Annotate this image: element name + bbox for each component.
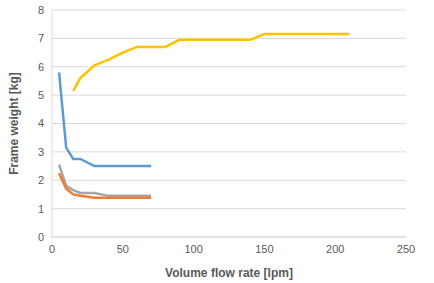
svg-text:4: 4 (38, 117, 44, 129)
svg-text:Volume flow rate [lpm]: Volume flow rate [lpm] (165, 266, 293, 280)
svg-text:2: 2 (38, 174, 44, 186)
svg-text:250: 250 (397, 243, 415, 255)
svg-text:0: 0 (49, 243, 55, 255)
svg-text:Frame weight [kg]: Frame weight [kg] (8, 72, 21, 175)
svg-text:150: 150 (255, 243, 273, 255)
svg-text:50: 50 (117, 243, 129, 255)
svg-text:5: 5 (38, 89, 44, 101)
svg-text:200: 200 (326, 243, 344, 255)
svg-text:8: 8 (38, 4, 44, 16)
svg-text:3: 3 (38, 146, 44, 158)
svg-text:100: 100 (184, 243, 202, 255)
svg-text:7: 7 (38, 32, 44, 44)
svg-text:6: 6 (38, 61, 44, 73)
svg-text:0: 0 (38, 231, 44, 243)
svg-text:1: 1 (38, 203, 44, 215)
